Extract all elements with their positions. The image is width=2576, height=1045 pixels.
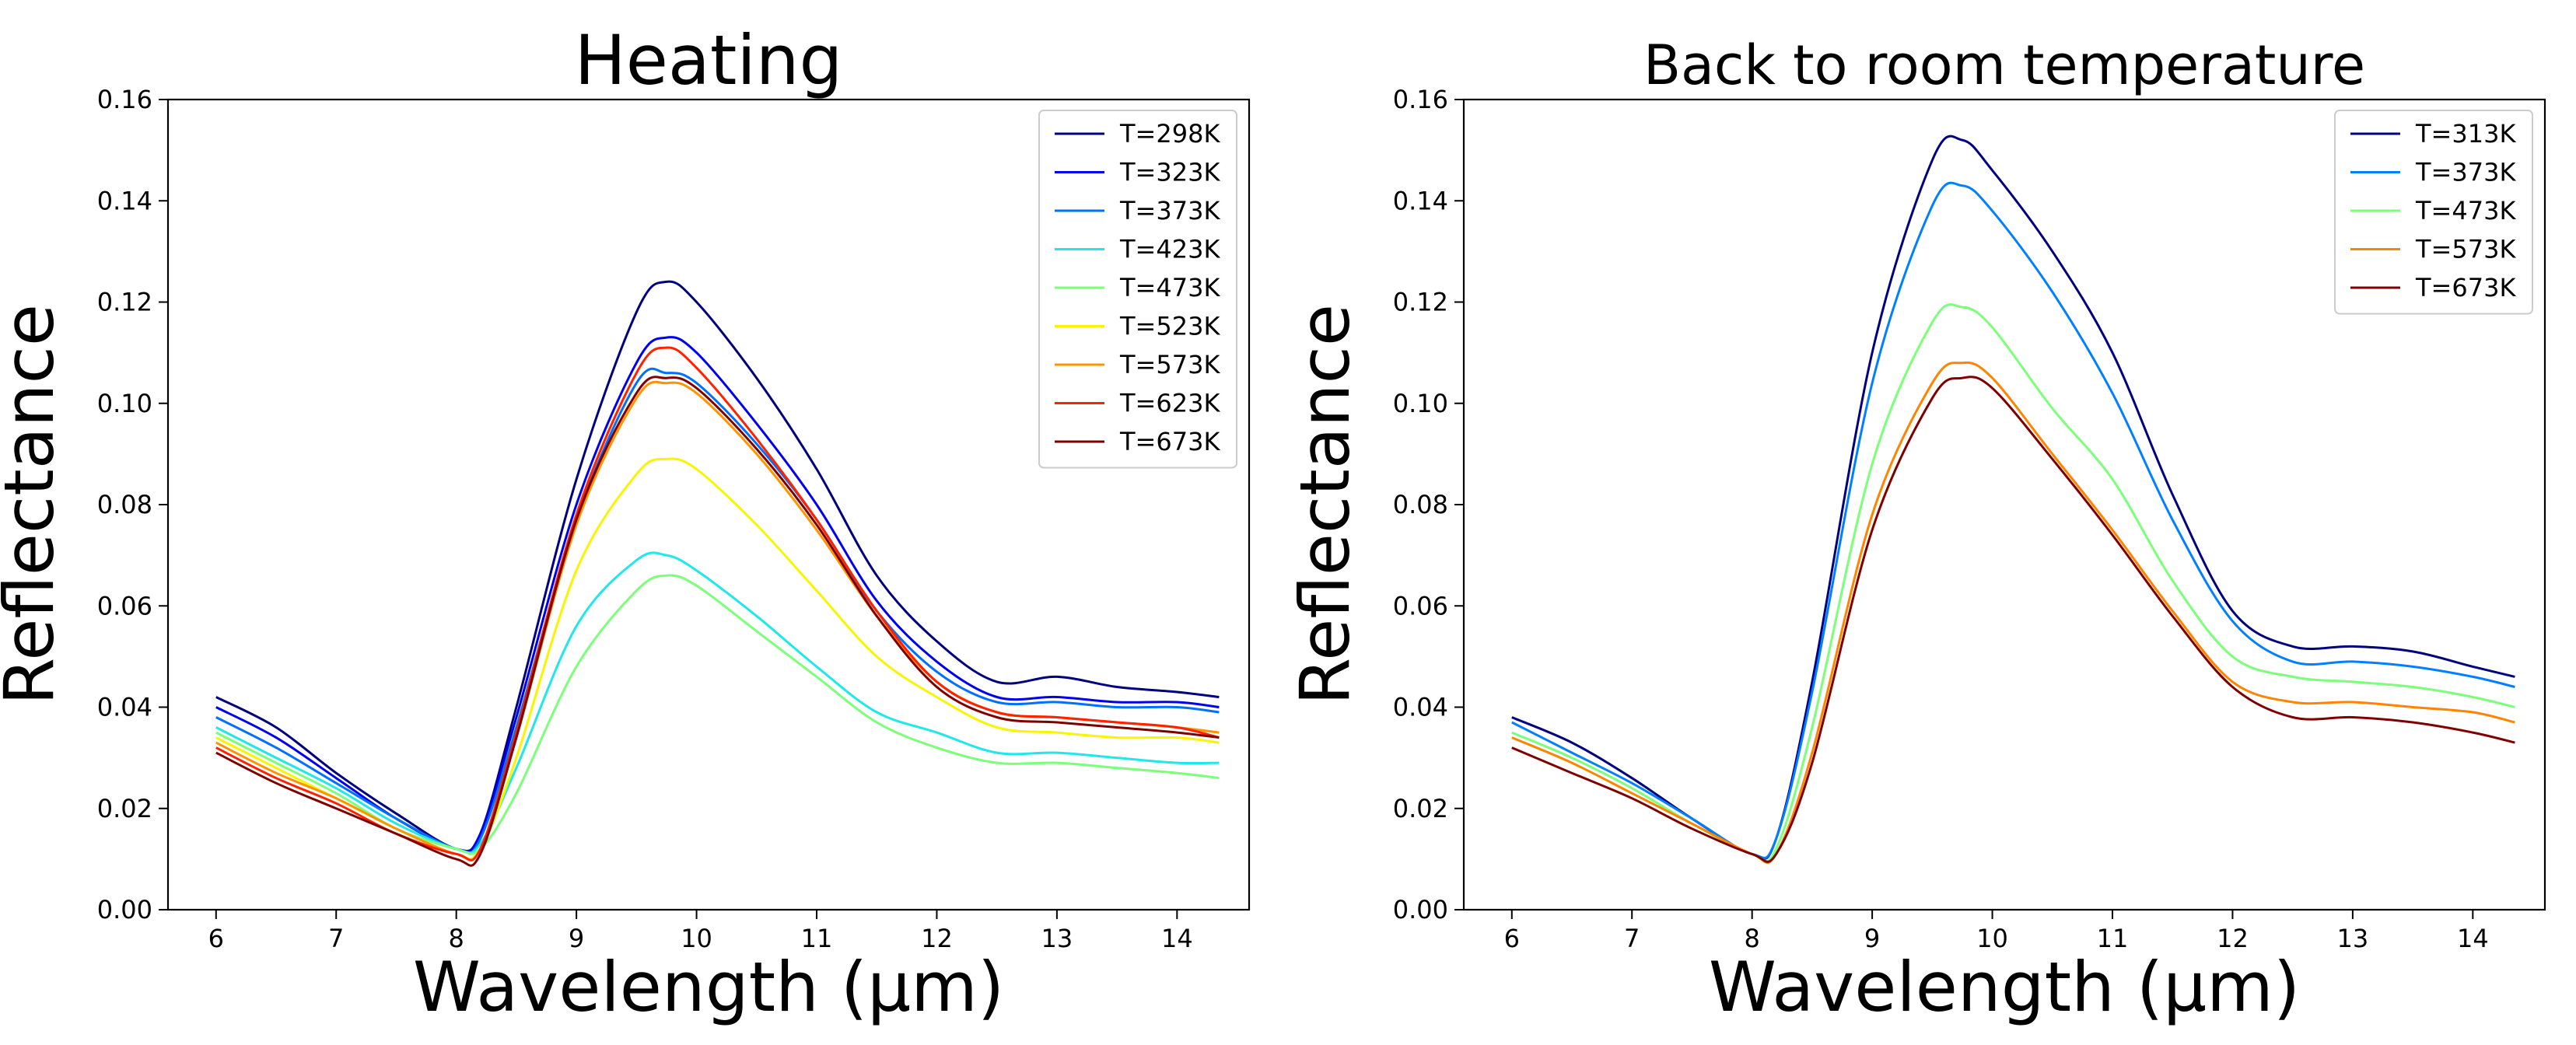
x-tick-label: 6 [208, 924, 224, 953]
x-tick-label: 6 [1504, 924, 1520, 953]
series-line-1 [215, 280, 1220, 854]
legend-label-5: T=673K [2415, 273, 2516, 302]
legend-label-5: T=473K [1119, 273, 1220, 302]
y-tick-label: 0.12 [97, 288, 152, 317]
x-tick-label: 7 [1624, 924, 1640, 953]
y-tick-label: 0.16 [1393, 85, 1448, 114]
x-tick-label: 11 [2097, 924, 2129, 953]
y-tick-label: 0.08 [97, 490, 152, 519]
legend-box [2334, 110, 2533, 315]
y-tick-label: 0.10 [1393, 389, 1448, 418]
y-tick-label: 0.02 [97, 794, 152, 823]
y-tick-label: 0.12 [1393, 288, 1448, 317]
y-tick-label: 0.16 [97, 85, 152, 114]
x-tick-label: 10 [1976, 924, 2008, 953]
legend: T=298K T=323K T=373K T=423K T=473K T=523K T=57… [1038, 110, 1237, 469]
series-line-4 [215, 551, 1220, 855]
legend-label-3: T=473K [2415, 196, 2516, 225]
x-tick-label: 8 [1744, 924, 1759, 953]
x-tick-label: 12 [921, 924, 953, 953]
series-line-5 [1511, 376, 2515, 863]
x-axis-label: Wavelength (μm) [1709, 947, 2300, 1027]
chart-title: Back to room temperature [1643, 33, 2365, 97]
y-tick-label: 0.04 [97, 693, 152, 722]
x-tick-label: 14 [1161, 924, 1193, 953]
legend-label-6: T=523K [1119, 312, 1220, 341]
y-tick-label: 0.02 [1393, 794, 1448, 823]
series-line-3 [1511, 303, 2515, 862]
y-tick-label: 0.06 [97, 591, 152, 620]
x-tick-label: 13 [2337, 924, 2369, 953]
x-tick-label: 11 [801, 924, 833, 953]
y-tick-label: 0.04 [1393, 693, 1448, 722]
legend: T=313K T=373K T=473K T=573K T=673K [2334, 110, 2533, 315]
x-tick-label: 8 [448, 924, 464, 953]
legend-label-7: T=573K [1119, 350, 1220, 379]
chart-panel-2: Back to room temperature 6 7 8 9 10 11 12 13 14 0.… [1285, 33, 2546, 1027]
legend-label-4: T=423K [1119, 235, 1220, 264]
y-tick-label: 0.14 [1393, 186, 1448, 215]
chart-title: Heating [575, 20, 843, 100]
legend-label-1: T=313K [2415, 119, 2516, 149]
x-tick-label: 12 [2217, 924, 2249, 953]
legend-box [1038, 110, 1237, 469]
x-tick-label: 13 [1041, 924, 1073, 953]
legend-label-4: T=573K [2415, 235, 2516, 264]
legend-label-3: T=373K [1119, 196, 1220, 225]
series-line-4 [1511, 361, 2515, 865]
x-tick-label: 9 [569, 924, 584, 953]
y-tick-label: 0.00 [1393, 895, 1448, 924]
chart-panel-1: Heating 6 7 8 9 10 11 12 13 14 0.00 0.02 0.04 0.06 0.0… [0, 20, 1251, 1027]
y-tick-label: 0.06 [1393, 591, 1448, 620]
x-tick-label: 9 [1864, 924, 1880, 953]
legend-label-1: T=298K [1119, 119, 1220, 149]
legend-label-2: T=373K [2415, 158, 2516, 187]
legend-label-8: T=623K [1119, 389, 1220, 418]
legend-label-2: T=323K [1119, 158, 1220, 187]
y-tick-label: 0.08 [1393, 490, 1448, 519]
series-group [1511, 135, 2515, 865]
x-tick-label: 7 [328, 924, 344, 953]
series-line-9 [215, 376, 1220, 867]
x-axis-label: Wavelength (μm) [413, 947, 1004, 1027]
series-line-5 [215, 574, 1220, 855]
y-axis-label: Reflectance [0, 304, 69, 705]
series-line-3 [215, 367, 1220, 855]
y-tick-label: 0.00 [97, 895, 152, 924]
x-tick-label: 10 [681, 924, 712, 953]
series-group [215, 280, 1220, 867]
x-tick-label: 14 [2457, 924, 2489, 953]
y-tick-label: 0.10 [97, 389, 152, 418]
legend-label-9: T=673K [1119, 427, 1220, 456]
y-tick-label: 0.14 [97, 186, 152, 215]
y-axis-label: Reflectance [1285, 304, 1365, 705]
